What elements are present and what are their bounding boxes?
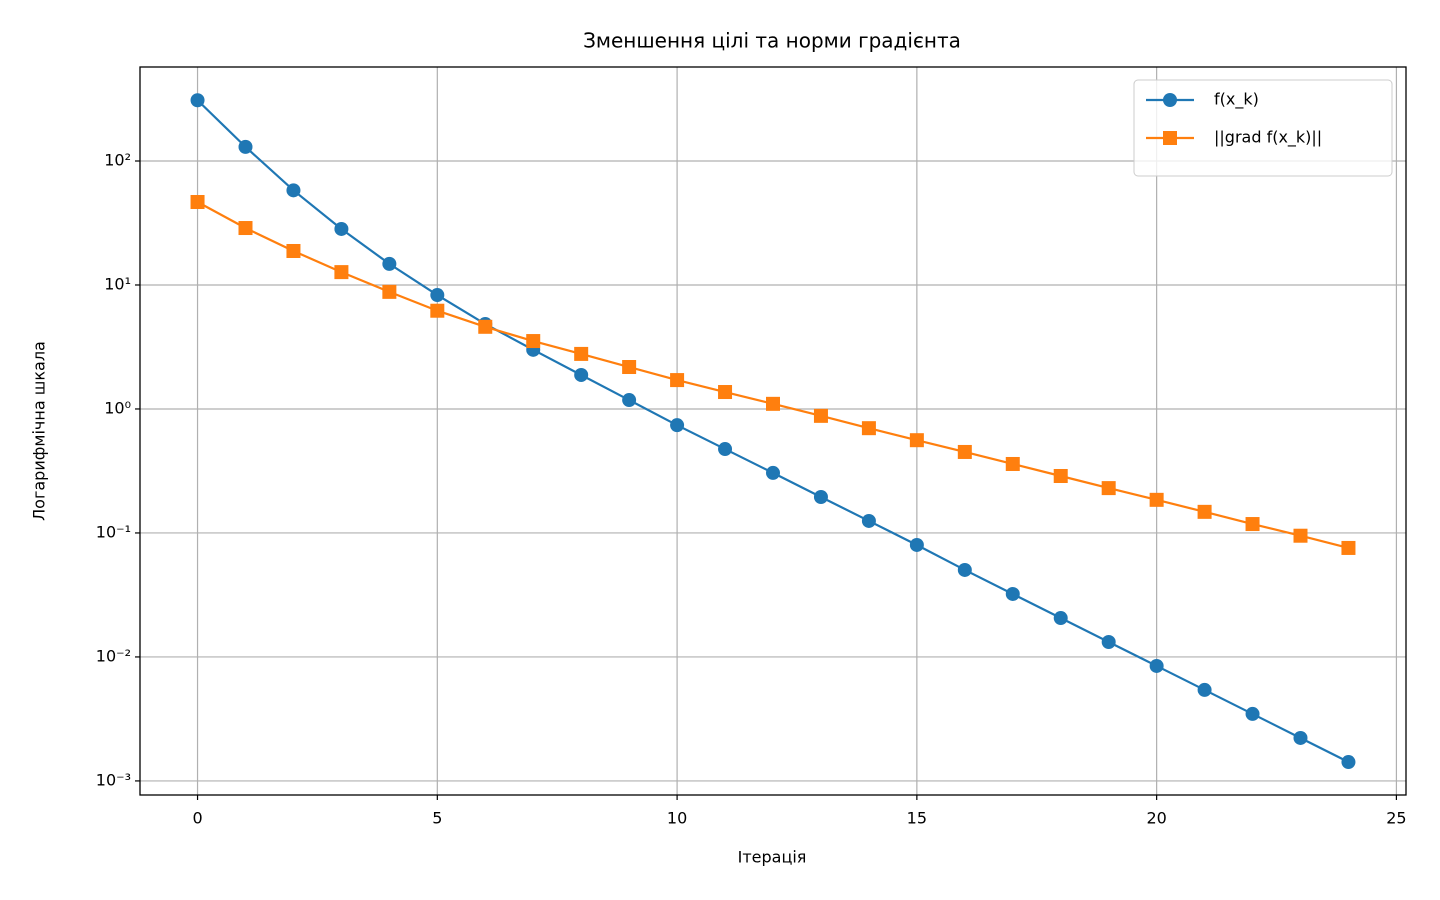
legend-marker xyxy=(1163,93,1177,107)
data-point xyxy=(526,334,541,349)
data-point xyxy=(909,433,924,448)
y-tick-label: 10¹ xyxy=(104,274,131,293)
data-point xyxy=(286,243,301,258)
data-point xyxy=(670,373,685,388)
data-point xyxy=(1053,611,1068,626)
y-axis-label: Логарифмічна шкала xyxy=(30,341,49,521)
data-point xyxy=(1245,706,1260,721)
legend-label: f(x_k) xyxy=(1214,90,1259,110)
data-point xyxy=(574,367,589,382)
y-tick-label: 10⁻² xyxy=(96,646,131,665)
data-point xyxy=(813,489,828,504)
x-axis-label: Ітерація xyxy=(738,848,807,867)
data-point xyxy=(766,465,780,480)
data-point xyxy=(1149,658,1164,673)
data-point xyxy=(957,444,972,459)
legend-box xyxy=(1133,79,1393,177)
data-point xyxy=(334,221,349,236)
data-point xyxy=(478,319,493,334)
data-point xyxy=(1053,468,1068,483)
legend-marker xyxy=(1163,131,1177,145)
data-point xyxy=(430,303,445,318)
data-point xyxy=(1245,517,1260,532)
data-point xyxy=(1293,528,1308,543)
data-point xyxy=(861,513,876,528)
data-point xyxy=(813,408,828,423)
x-tick-label: 0 xyxy=(192,809,202,828)
data-point xyxy=(574,346,589,361)
data-point xyxy=(1101,634,1116,649)
data-point xyxy=(1293,730,1308,745)
data-point xyxy=(430,288,445,303)
data-point xyxy=(622,393,637,408)
data-point xyxy=(1149,492,1164,507)
data-point xyxy=(238,221,253,236)
data-point xyxy=(1341,540,1356,555)
data-point xyxy=(718,442,733,457)
x-tick-label: 25 xyxy=(1386,809,1406,828)
series-line xyxy=(197,201,1349,550)
data-point xyxy=(1341,755,1356,770)
series-line xyxy=(196,99,1349,764)
x-tick-label: 20 xyxy=(1146,809,1166,828)
data-point xyxy=(670,418,685,433)
plot-frame xyxy=(139,66,1407,796)
y-tick-label: 10² xyxy=(104,151,131,170)
x-tick-label: 15 xyxy=(907,809,927,828)
y-tick-label: 10⁻³ xyxy=(96,770,131,789)
y-tick-label: 10⁰ xyxy=(104,398,131,417)
data-point xyxy=(1005,586,1020,601)
data-point xyxy=(1197,682,1212,697)
data-point xyxy=(334,265,349,280)
x-tick-label: 10 xyxy=(667,809,687,828)
data-point xyxy=(718,385,733,400)
data-point xyxy=(1101,481,1116,496)
data-point xyxy=(382,256,397,271)
data-point xyxy=(861,421,876,436)
data-point xyxy=(190,194,205,209)
data-point xyxy=(622,360,637,375)
data-point xyxy=(190,93,205,108)
y-tick-label: 10⁻¹ xyxy=(96,522,131,541)
legend-label: ||grad f(x_k)|| xyxy=(1214,128,1322,148)
data-point xyxy=(1005,456,1020,471)
data-point xyxy=(286,183,301,198)
data-point xyxy=(382,284,397,299)
data-point xyxy=(766,396,780,411)
data-point xyxy=(1197,504,1212,519)
data-point xyxy=(957,562,972,577)
data-point xyxy=(909,537,924,552)
data-point xyxy=(238,139,253,154)
chart-title: Зменшення цілі та норми градієнта xyxy=(583,29,961,53)
x-tick-label: 5 xyxy=(432,809,442,828)
